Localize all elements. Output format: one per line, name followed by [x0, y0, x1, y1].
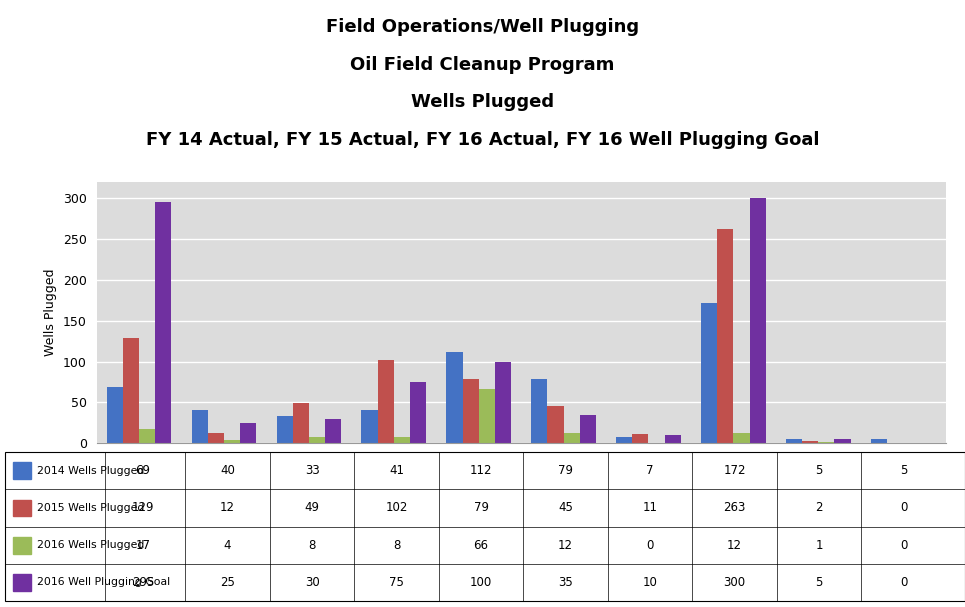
Text: 129: 129 — [132, 501, 154, 515]
Bar — [871, 439, 887, 443]
Text: 79: 79 — [474, 501, 488, 515]
Text: 2: 2 — [815, 501, 823, 515]
Text: 25: 25 — [220, 576, 235, 589]
Text: 112: 112 — [470, 464, 492, 477]
Text: 263: 263 — [724, 501, 746, 515]
Bar — [479, 389, 495, 443]
Text: 0: 0 — [899, 538, 907, 552]
Bar — [410, 382, 426, 443]
Text: 12: 12 — [220, 501, 235, 515]
Bar — [394, 436, 410, 443]
Bar — [750, 198, 765, 443]
Text: 5: 5 — [815, 464, 823, 477]
Bar — [240, 422, 256, 443]
Text: 35: 35 — [558, 576, 573, 589]
Text: 8: 8 — [393, 538, 400, 552]
Bar — [462, 379, 479, 443]
Text: 4: 4 — [224, 538, 232, 552]
Text: 79: 79 — [558, 464, 573, 477]
Bar — [786, 439, 802, 443]
Text: 5: 5 — [815, 576, 823, 589]
Text: 12: 12 — [727, 538, 742, 552]
Bar — [292, 403, 309, 443]
Text: 41: 41 — [389, 464, 404, 477]
Bar — [14, 537, 31, 554]
Text: 102: 102 — [385, 501, 408, 515]
Bar — [717, 229, 733, 443]
Bar — [309, 436, 325, 443]
Text: 100: 100 — [470, 576, 492, 589]
Bar — [580, 415, 595, 443]
Bar — [14, 500, 31, 517]
Text: 2015 Wells Plugged: 2015 Wells Plugged — [38, 503, 145, 513]
Text: 5: 5 — [899, 464, 907, 477]
Bar — [495, 362, 510, 443]
Text: 40: 40 — [220, 464, 235, 477]
Bar — [139, 429, 155, 443]
Text: Oil Field Cleanup Program: Oil Field Cleanup Program — [350, 56, 615, 74]
Bar — [207, 433, 224, 443]
Bar — [14, 574, 31, 591]
Text: 69: 69 — [136, 464, 151, 477]
Text: Field Operations/Well Plugging: Field Operations/Well Plugging — [326, 18, 639, 36]
Text: 45: 45 — [558, 501, 573, 515]
Bar — [192, 410, 207, 443]
Text: 49: 49 — [305, 501, 319, 515]
Bar — [123, 338, 139, 443]
Bar — [702, 303, 717, 443]
Text: 0: 0 — [899, 576, 907, 589]
Bar — [617, 438, 632, 443]
Text: 300: 300 — [724, 576, 746, 589]
Text: Wells Plugged: Wells Plugged — [411, 93, 554, 112]
Bar — [377, 360, 394, 443]
Text: 2016 Wells Plugged: 2016 Wells Plugged — [38, 540, 145, 550]
Text: 11: 11 — [643, 501, 657, 515]
Text: 10: 10 — [643, 576, 657, 589]
Bar — [632, 434, 648, 443]
Bar — [277, 416, 292, 443]
Bar — [835, 439, 850, 443]
Bar — [802, 441, 818, 443]
Text: 66: 66 — [474, 538, 488, 552]
Text: 295: 295 — [132, 576, 154, 589]
Bar — [547, 407, 564, 443]
Text: 2016 Well Plugging Goal: 2016 Well Plugging Goal — [38, 577, 171, 588]
Bar — [447, 351, 462, 443]
Text: 17: 17 — [136, 538, 151, 552]
Text: 75: 75 — [389, 576, 404, 589]
Bar — [564, 433, 580, 443]
Bar — [325, 419, 341, 443]
Y-axis label: Wells Plugged: Wells Plugged — [44, 269, 57, 356]
Text: 8: 8 — [309, 538, 316, 552]
Bar — [224, 440, 240, 443]
Text: 172: 172 — [724, 464, 746, 477]
Text: 7: 7 — [647, 464, 654, 477]
Text: FY 14 Actual, FY 15 Actual, FY 16 Actual, FY 16 Well Plugging Goal: FY 14 Actual, FY 15 Actual, FY 16 Actual… — [146, 131, 819, 149]
Bar — [362, 410, 377, 443]
Bar — [14, 463, 31, 479]
Bar — [733, 433, 750, 443]
Text: 12: 12 — [558, 538, 573, 552]
Text: 1: 1 — [815, 538, 823, 552]
Text: 2014 Wells Plugged: 2014 Wells Plugged — [38, 466, 145, 476]
Bar — [532, 379, 547, 443]
Bar — [155, 203, 171, 443]
Text: 0: 0 — [647, 538, 653, 552]
Text: 0: 0 — [899, 501, 907, 515]
Text: 30: 30 — [305, 576, 319, 589]
Text: 33: 33 — [305, 464, 319, 477]
Bar — [665, 435, 680, 443]
Bar — [107, 387, 123, 443]
